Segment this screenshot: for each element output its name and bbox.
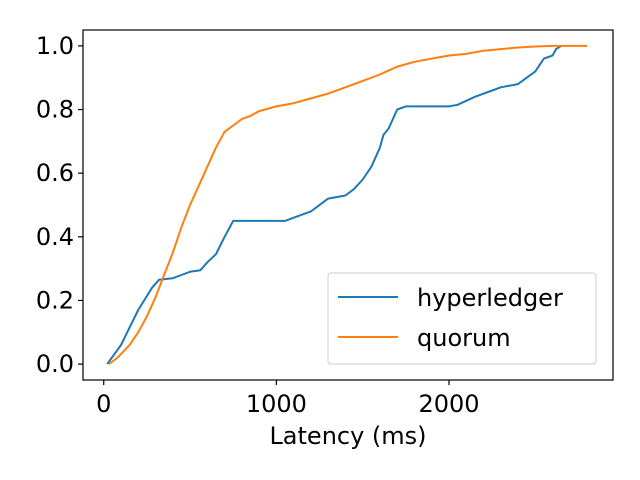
y-tick-label: 0.2 [36,286,74,314]
series-line-hyperledger [106,45,562,365]
y-axis-ticks: 0.0 0.2 0.4 0.6 0.8 1.0 [36,32,83,378]
y-tick-label: 0.0 [36,350,74,378]
x-tick-label: 0 [96,390,111,418]
y-tick-label: 0.4 [36,223,74,251]
legend: hyperledger quorum [327,272,597,365]
series-line-quorum [108,44,588,365]
legend-label-quorum: quorum [417,324,511,352]
axes-frame [82,29,614,381]
y-tick-label: 0.8 [36,96,74,124]
series-layer [106,44,588,365]
x-axis-label: Latency (ms) [269,422,426,450]
y-tick-label: 1.0 [36,32,74,60]
x-tick-label: 1000 [246,390,307,418]
plot-area: 0 1000 2000 0.0 0.2 0.4 0.6 0.8 1.0 [36,29,614,418]
legend-label-hyperledger: hyperledger [417,284,563,312]
legend-box [327,272,597,365]
x-tick-label: 2000 [418,390,479,418]
y-tick-label: 0.6 [36,159,74,187]
x-axis-ticks: 0 1000 2000 [96,380,480,418]
